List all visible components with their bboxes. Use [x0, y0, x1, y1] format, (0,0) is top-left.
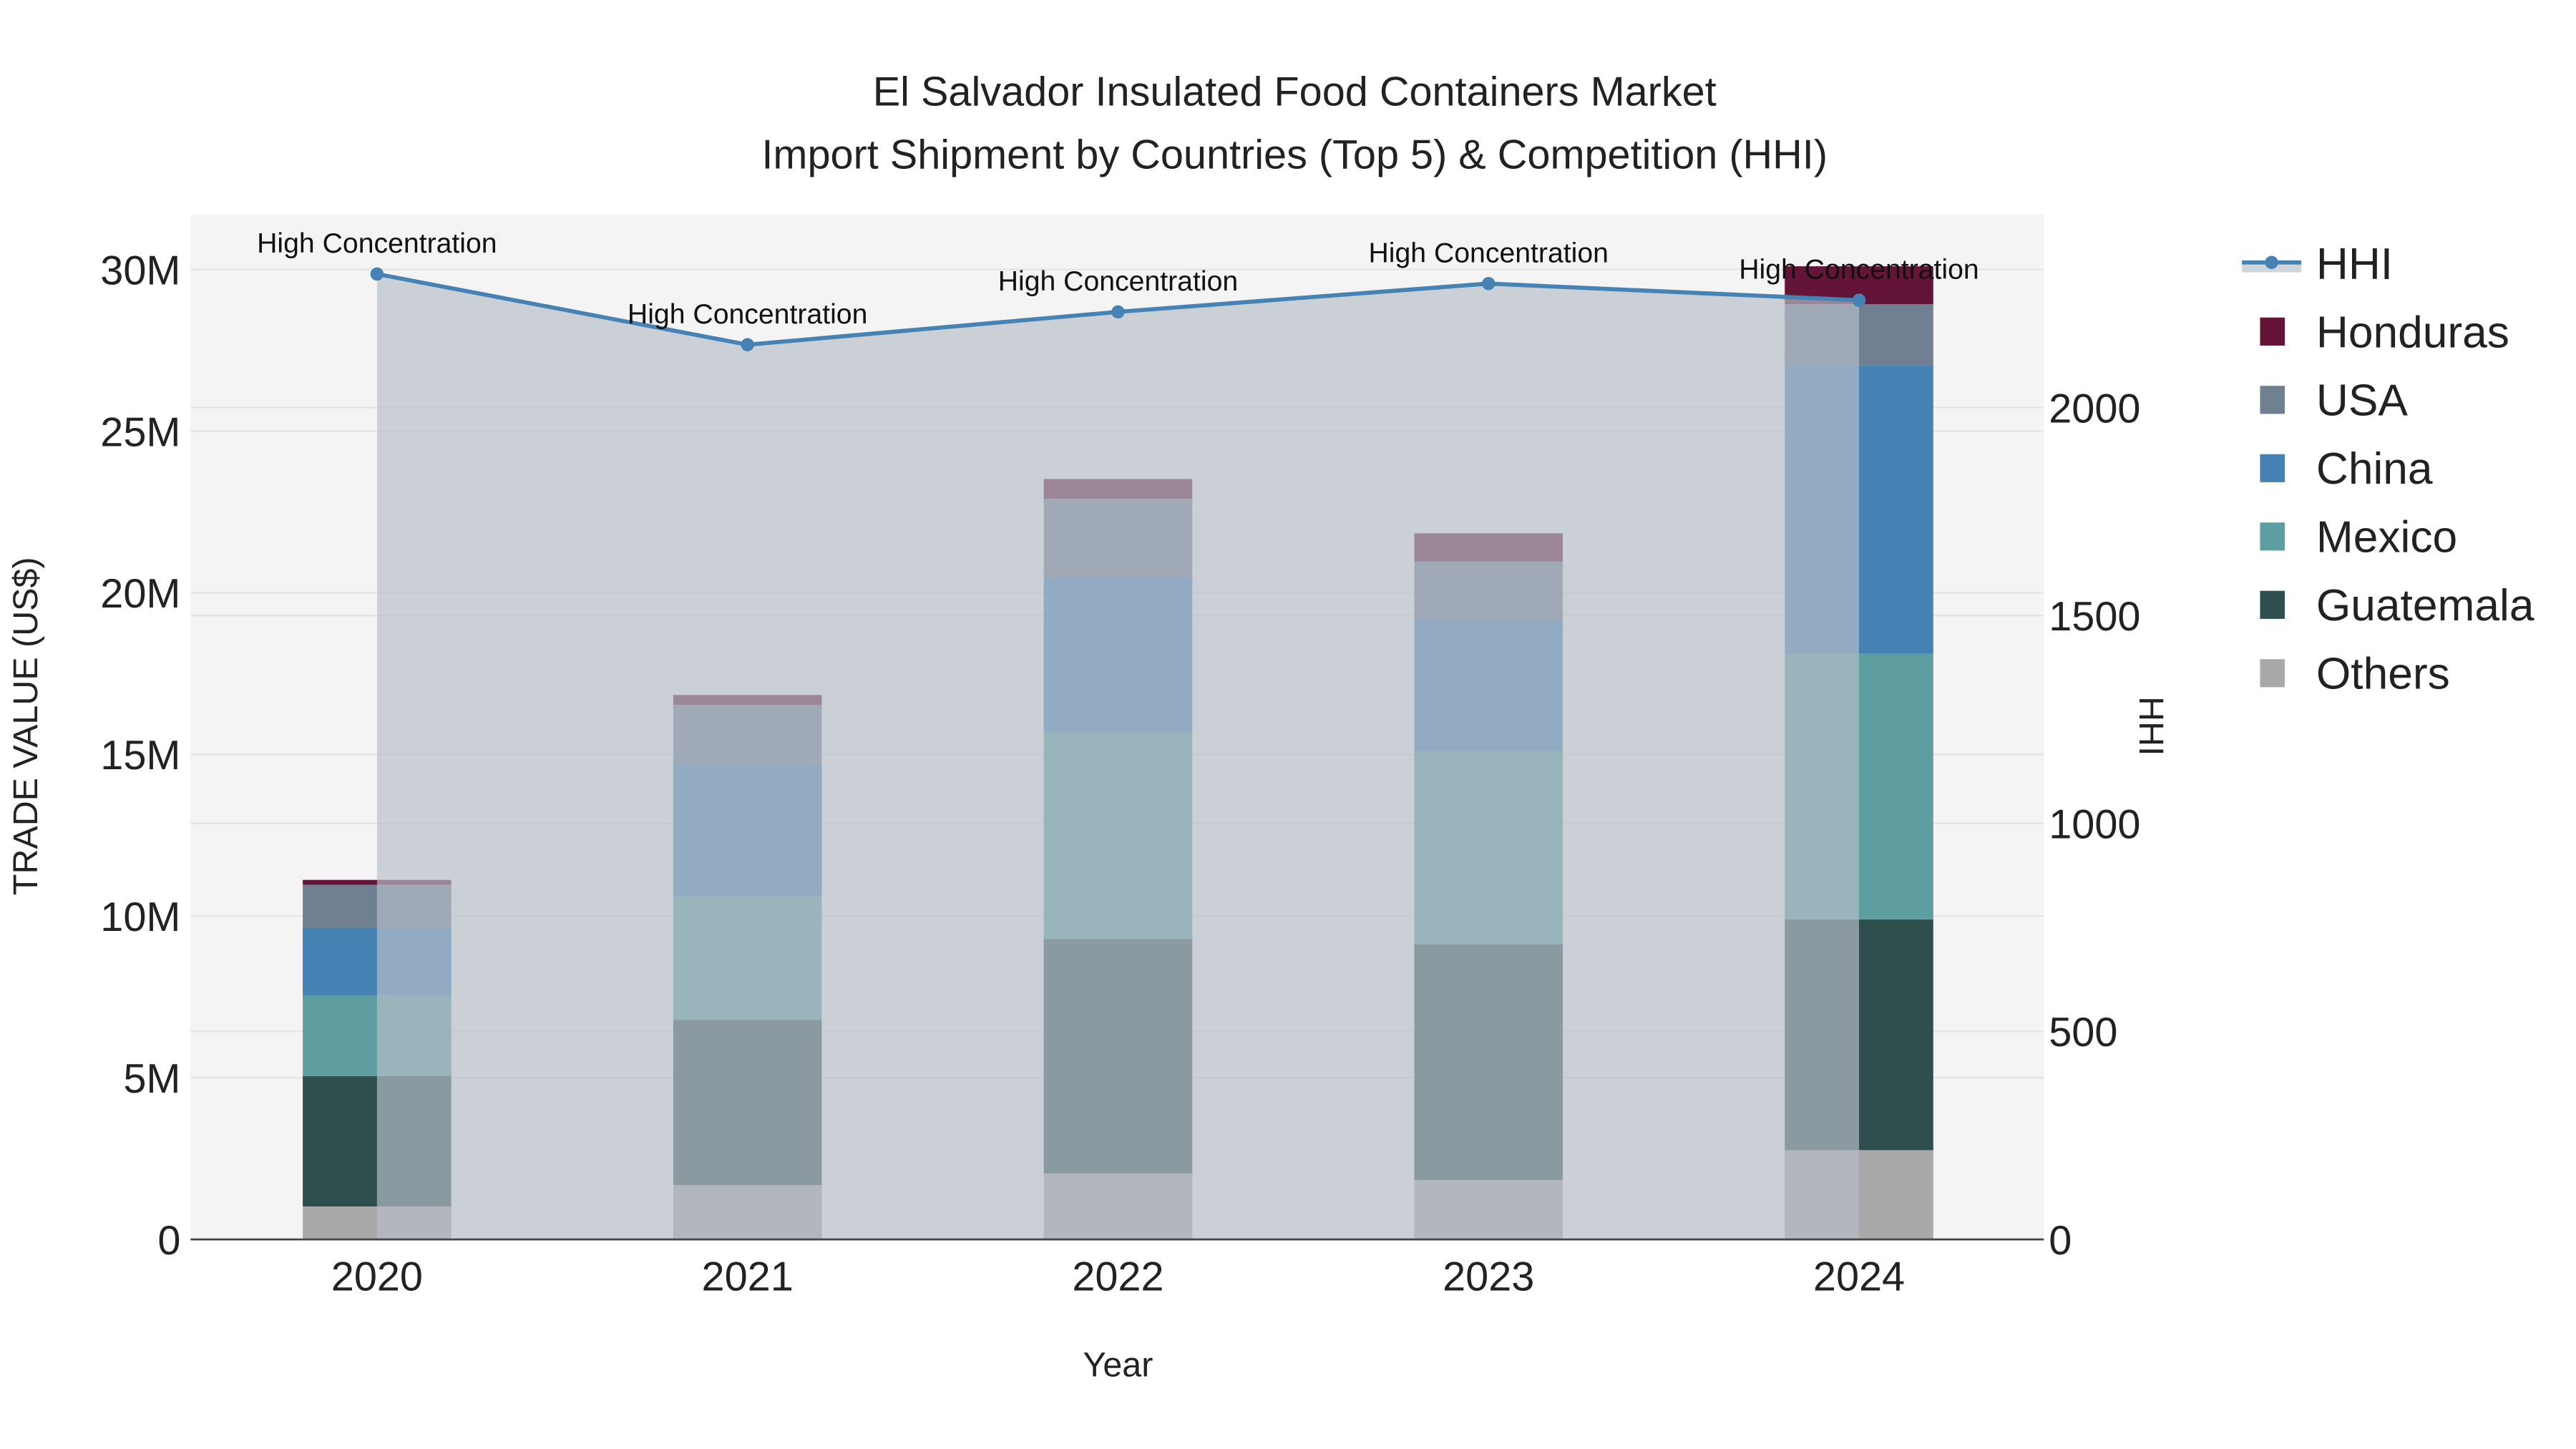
legend-item-mexico[interactable]: Mexico [2260, 513, 2457, 562]
legend-swatch [2260, 317, 2285, 346]
hhi-annotation: High Concentration [1739, 255, 1979, 286]
hhi-annotation: High Concentration [257, 228, 497, 259]
x-tick-label: 2020 [331, 1254, 423, 1300]
chart-title-line2: Import Shipment by Countries (Top 5) & C… [761, 132, 1828, 177]
hhi-annotation: High Concentration [1368, 238, 1608, 268]
y-tick-label: 30M [100, 248, 180, 293]
y2-tick-label: 2000 [2049, 386, 2140, 431]
hhi-annotation: High Concentration [998, 266, 1238, 297]
hhi-line [370, 267, 1866, 351]
legend-item-usa[interactable]: USA [2260, 376, 2408, 426]
x-tick-label: 2023 [1443, 1254, 1534, 1300]
x-tick-label: 2022 [1072, 1254, 1163, 1300]
hhi-point-2023 [1481, 277, 1496, 291]
legend-label: USA [2316, 376, 2408, 426]
y2-tick-label: 500 [2049, 1010, 2117, 1055]
legend-swatch [2260, 659, 2285, 688]
y-tick-label: 0 [157, 1218, 180, 1264]
legend-item-honduras[interactable]: Honduras [2260, 308, 2509, 357]
y-tick-label: 15M [100, 733, 180, 779]
legend-swatch [2260, 454, 2285, 482]
legend-label: HHI [2316, 240, 2393, 289]
legend-label: Others [2316, 650, 2450, 699]
legend-item-others[interactable]: Others [2260, 650, 2450, 699]
legend-label: Mexico [2316, 513, 2457, 562]
y-tick-label: 10M [100, 894, 180, 940]
legend-item-hhi[interactable]: HHI [2242, 240, 2393, 289]
legend-swatch [2260, 590, 2285, 619]
legend-swatch [2260, 522, 2285, 551]
hhi-point-2020 [370, 267, 384, 281]
legend-label: Honduras [2316, 308, 2509, 357]
y-axis-title: TRADE VALUE (US$) [6, 557, 45, 895]
axes: 0 5M 10M 15M 20M 25M 30M 0 500 1000 1500 2000 2020 20… [100, 248, 2140, 1299]
annotations: High Concentration High Concentration High… [257, 228, 1979, 330]
x-tick-label: 2021 [702, 1254, 794, 1300]
hhi-annotation: High Concentration [628, 299, 867, 330]
hhi-point-2024 [1852, 293, 1866, 307]
x-tick-label: 2024 [1813, 1254, 1905, 1300]
legend-label: China [2316, 444, 2433, 494]
legend-item-guatemala[interactable]: Guatemala [2260, 581, 2534, 630]
legend-swatch [2260, 386, 2285, 414]
legend-item-china[interactable]: China [2260, 444, 2433, 494]
hhi-fill-area [376, 273, 1860, 1240]
legend-label: Guatemala [2316, 581, 2534, 630]
chart-title-line1: El Salvador Insulated Food Containers Ma… [873, 69, 1717, 115]
x-axis-title: Year [1083, 1346, 1153, 1385]
y2-tick-label: 1000 [2049, 802, 2140, 848]
y-tick-label: 20M [100, 571, 180, 617]
legend-marker [2265, 255, 2278, 269]
hhi-point-2022 [1111, 305, 1125, 319]
legend: HHI Honduras USA China Mexico Guatemala Others [2242, 240, 2534, 699]
y2-axis-title: HHI [2132, 696, 2170, 756]
y-tick-label: 5M [123, 1056, 180, 1102]
y-tick-label: 25M [100, 409, 180, 455]
y2-tick-label: 0 [2049, 1218, 2072, 1264]
y2-tick-label: 1500 [2049, 594, 2140, 640]
hhi-area [376, 273, 1860, 1240]
hhi-point-2021 [741, 338, 754, 351]
